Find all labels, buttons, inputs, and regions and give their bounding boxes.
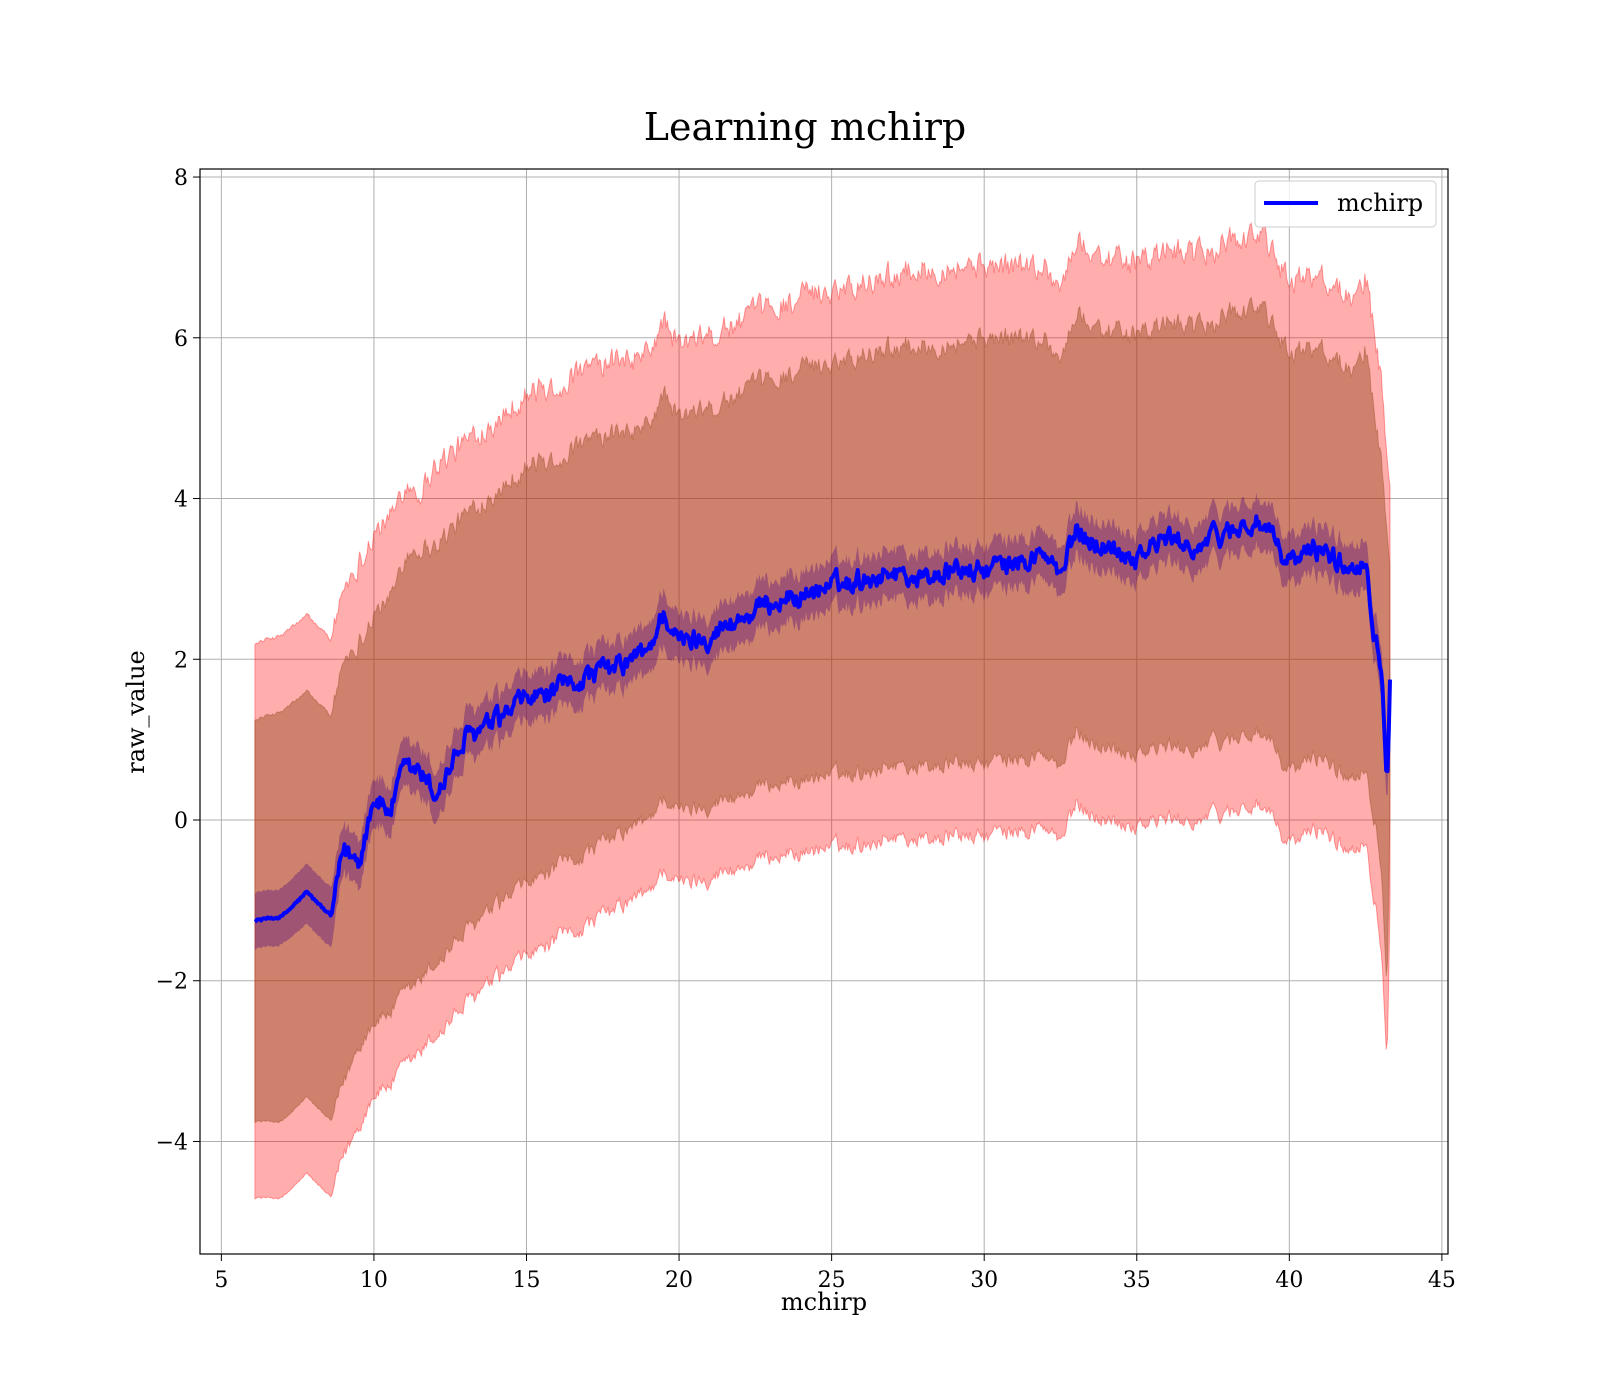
y-tick-label: 2 — [174, 648, 188, 673]
y-tick-label: 0 — [174, 809, 188, 834]
x-tick-label: 25 — [818, 1268, 846, 1293]
x-tick-label: 30 — [970, 1268, 998, 1293]
x-tick-label: 10 — [360, 1268, 388, 1293]
x-tick-label: 45 — [1428, 1268, 1456, 1293]
y-tick-label: −4 — [156, 1130, 188, 1155]
legend-label-mchirp: mchirp — [1337, 189, 1423, 217]
y-axis-label: raw_value — [122, 650, 150, 774]
legend-box — [1254, 180, 1437, 228]
y-tick-label: 6 — [174, 327, 188, 352]
plot-area — [253, 222, 1392, 1200]
axes-frame — [199, 168, 1449, 1255]
x-tick-label: 35 — [1123, 1268, 1151, 1293]
inner-confidence-band — [254, 296, 1391, 1124]
axis-ticks: 5 10 15 20 25 30 35 40 45 −4 −2 0 2 4 6 8 — [156, 166, 1456, 1293]
x-tick-label: 20 — [665, 1268, 693, 1293]
series-line-mchirp — [253, 514, 1392, 924]
x-tick-label: 40 — [1275, 1268, 1303, 1293]
grid — [200, 169, 1448, 1254]
chart-title: Learning mchirp — [644, 105, 966, 149]
x-axis-label: mchirp — [781, 1288, 867, 1316]
outer-confidence-band — [254, 222, 1391, 1200]
y-tick-label: 8 — [174, 166, 188, 191]
legend: mchirp — [1254, 180, 1437, 228]
y-tick-label: 4 — [174, 488, 188, 513]
x-tick-label: 5 — [214, 1268, 228, 1293]
x-tick-label: 15 — [512, 1268, 540, 1293]
y-tick-label: −2 — [156, 970, 188, 995]
